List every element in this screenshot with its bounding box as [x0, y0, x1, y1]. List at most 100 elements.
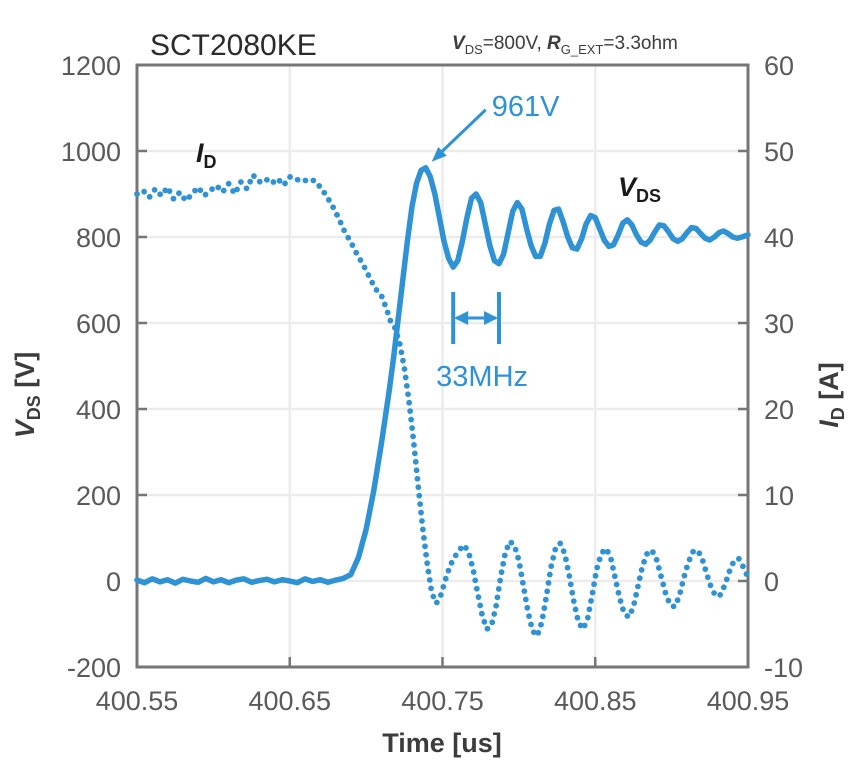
series-id-dot	[546, 571, 553, 578]
ring-frequency-label: 33MHz	[436, 361, 528, 393]
series-id-dot	[570, 598, 577, 604]
series-id-dot	[400, 357, 406, 364]
series-id-dot	[681, 572, 688, 579]
series-id-dot	[677, 589, 684, 596]
series-id-dot	[234, 186, 240, 193]
series-id-dot	[588, 598, 594, 604]
x-tick-label: 400.85	[554, 686, 637, 716]
subtitle-r-symbol: R	[547, 33, 561, 54]
peak-voltage-arrow-head	[431, 147, 447, 162]
series-id-dot	[468, 560, 475, 567]
series-id-dot	[704, 574, 711, 581]
series-id-dot	[202, 191, 209, 198]
series-id-dot	[287, 174, 293, 180]
series-id-dot	[365, 272, 372, 278]
series-id-dot	[408, 416, 415, 423]
series-id-dot	[430, 593, 437, 600]
series-id-dot	[243, 185, 250, 192]
x-axis-tick-labels: 400.55 400.65 400.75 400.85 400.95	[96, 686, 790, 716]
series-id-dot	[478, 610, 485, 617]
series-id-dot	[711, 590, 717, 596]
freq-arrow-head-left	[454, 311, 469, 325]
series-id-dot	[574, 614, 581, 621]
series-id-dot	[369, 279, 376, 286]
series-id-dot	[411, 442, 417, 448]
series-id-dot	[141, 188, 148, 195]
curve-label-vds-symbol: V	[618, 172, 638, 202]
series-id-dot	[552, 546, 559, 553]
series-id-dot	[702, 566, 709, 573]
series-id-dot	[440, 583, 447, 590]
series-id-dot	[220, 187, 227, 194]
series-id-dot	[409, 425, 415, 431]
series-id-dot	[403, 382, 410, 389]
series-id-dot	[638, 567, 645, 573]
series-id-dot	[270, 179, 277, 185]
series-vds-line	[134, 165, 751, 586]
annotation-ring-frequency: 33MHz	[436, 292, 528, 393]
series-id-dot	[238, 179, 244, 185]
y-axis-right-tick-labels: 60 50 40 30 20 10 0 -10	[764, 51, 803, 683]
y-right-unit: [A]	[814, 362, 844, 407]
series-id-dot	[162, 187, 169, 194]
series-id-dot	[495, 586, 502, 592]
series-id-dot	[247, 178, 254, 185]
y-axis-left-title: VDS [V]	[10, 352, 44, 439]
series-id-dot	[345, 234, 352, 241]
series-id-dot	[423, 551, 429, 558]
series-id-dot	[396, 341, 403, 347]
y-axis-left-tick-labels: 1200 1000 800 600 400 200 0 -200	[61, 51, 121, 683]
y-tick-label-right: 60	[764, 51, 794, 81]
series-id-dot	[740, 563, 746, 570]
series-id-dot	[500, 560, 507, 567]
series-id-dot	[566, 573, 573, 579]
series-id-dot	[586, 606, 593, 613]
series-id-dot	[584, 614, 591, 621]
series-id-dot	[604, 548, 611, 555]
series-id-dot	[707, 582, 714, 589]
series-id-dot	[524, 604, 531, 611]
series-id-dot	[497, 577, 503, 584]
series-id-dot	[146, 193, 153, 200]
series-id-dot	[589, 589, 596, 596]
series-id-dot	[470, 569, 477, 575]
series-id-dot	[526, 613, 532, 620]
series-id-dot	[729, 560, 736, 567]
series-id-dot	[613, 581, 620, 588]
series-id-dot	[282, 180, 288, 187]
series-id-dot	[572, 606, 579, 613]
series-id-dot	[636, 575, 643, 582]
curve-label-vds-sub: DS	[636, 186, 661, 206]
series-id-dot	[662, 589, 669, 596]
y-tick-label-right: 20	[764, 395, 794, 425]
series-id-dot	[596, 556, 603, 563]
series-id-dot	[452, 552, 459, 559]
y-left-symbol: V	[10, 418, 40, 438]
series-id-dot	[334, 211, 340, 218]
series-id-dot	[418, 509, 424, 516]
y-tick-label-left: 200	[76, 481, 121, 511]
curve-label-id: ID	[196, 138, 217, 172]
x-tick-label: 400.65	[248, 686, 331, 716]
curve-label-id-sub: D	[204, 152, 217, 172]
series-id-dot	[463, 545, 469, 551]
series-id-dot	[489, 619, 496, 626]
series-id-dot	[494, 594, 501, 601]
series-id-dot	[743, 571, 750, 577]
y-left-sub: DS	[24, 395, 44, 420]
series-id-dot	[519, 579, 526, 586]
series-id-dot	[560, 548, 567, 555]
series-id-dot	[215, 184, 222, 191]
series-id-dot	[581, 622, 588, 629]
series-id-dot	[416, 492, 423, 499]
series-id-dot	[414, 475, 421, 482]
y-tick-label-right: 50	[764, 137, 794, 167]
series-id-dot	[592, 572, 599, 579]
series-id-dot	[197, 187, 204, 194]
series-id-dot	[493, 602, 500, 609]
series-id-dot	[387, 317, 394, 324]
series-id-dot	[181, 195, 187, 202]
chart-title: SCT2080KE	[150, 29, 317, 62]
series-id-dot	[670, 603, 677, 610]
y-tick-label-right: 40	[764, 223, 794, 253]
